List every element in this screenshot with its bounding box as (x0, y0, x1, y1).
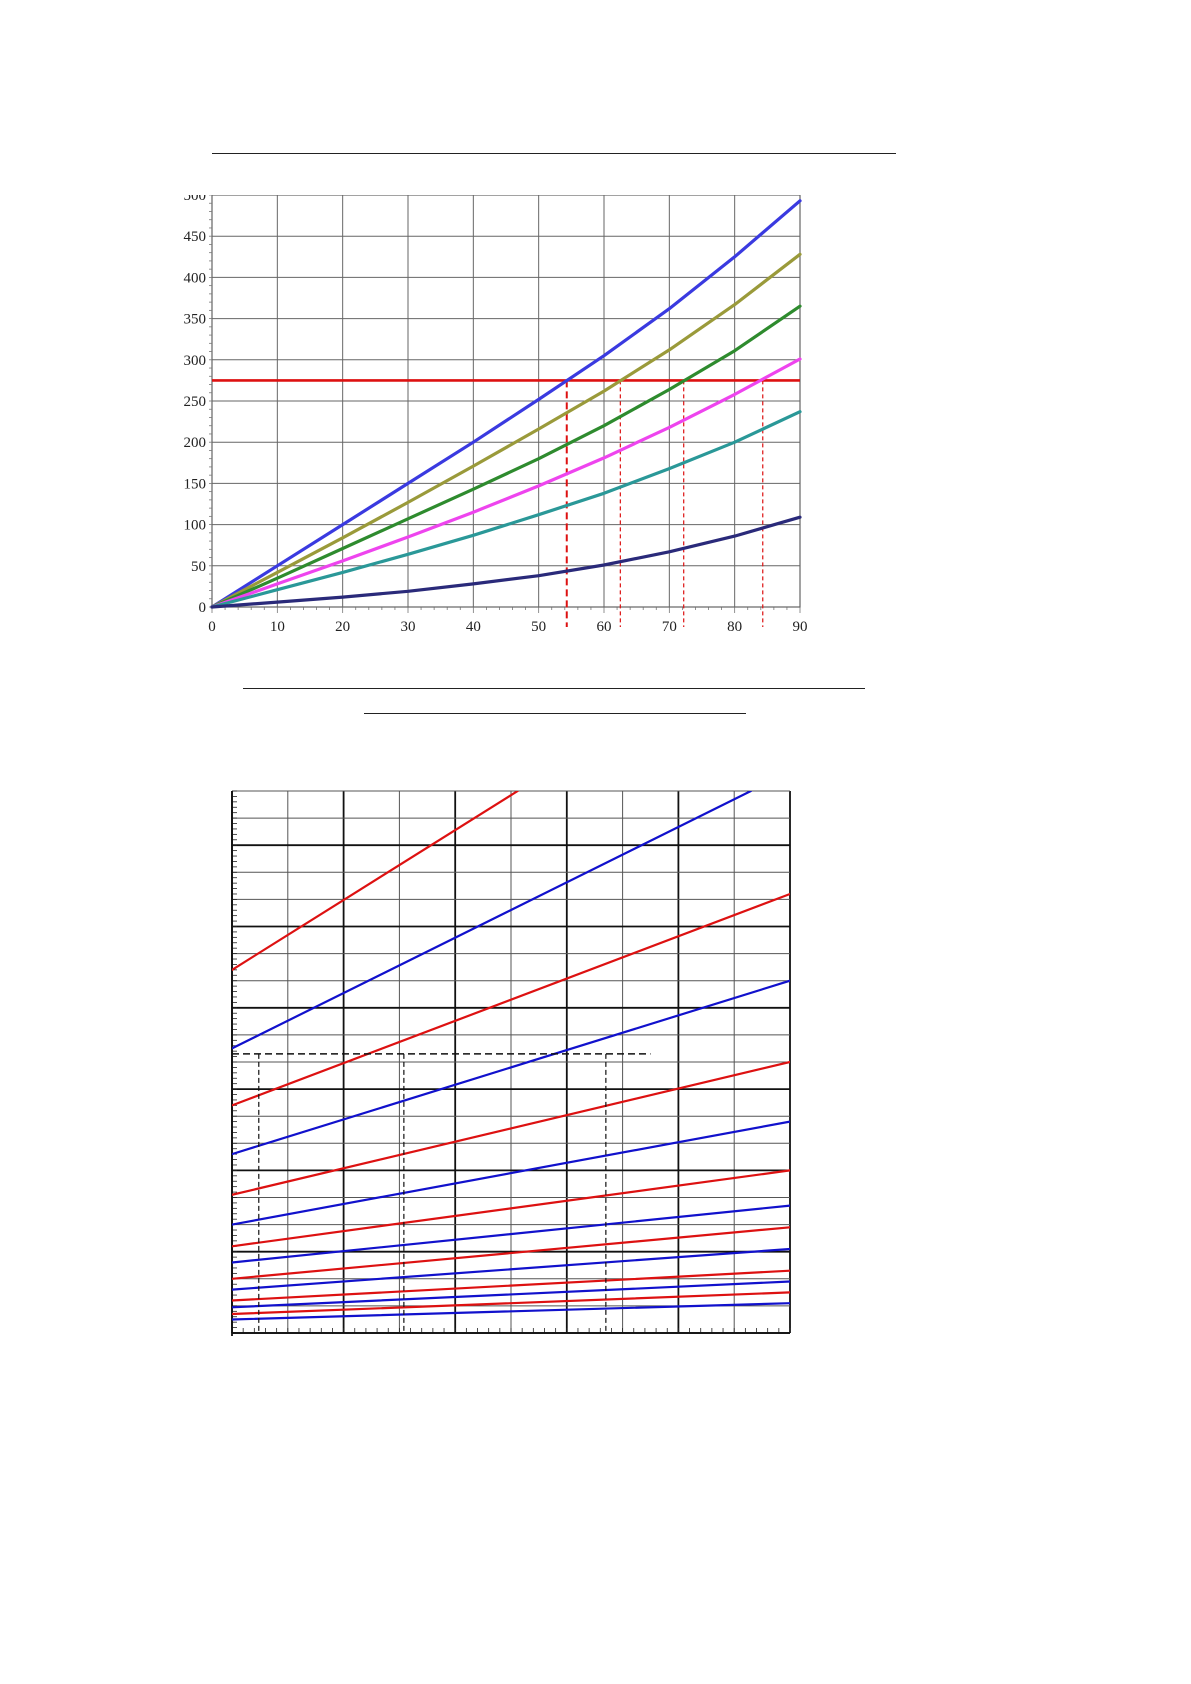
x-tick-label: 40 (466, 619, 481, 635)
series-line-13 (232, 1291, 790, 1316)
y-tick-label: 150 (184, 476, 207, 492)
x-tick-label: 90 (793, 619, 808, 635)
series-line-9 (232, 1226, 790, 1280)
series-line-8 (232, 1204, 790, 1264)
y-tick-label: 50 (191, 559, 206, 575)
series-line-1 (210, 199, 802, 609)
series-line-4 (232, 979, 790, 1156)
bottom-line-chart (231, 790, 791, 1336)
y-tick-label: 300 (184, 353, 207, 369)
series-line-10 (232, 1247, 790, 1291)
y-tick-label: 100 (184, 518, 207, 534)
series-line-5 (232, 1060, 790, 1196)
x-tick-label: 30 (401, 619, 416, 635)
y-tick-label: 450 (184, 229, 207, 245)
y-tick-label: 400 (184, 270, 207, 286)
y-tick-label: 250 (184, 394, 207, 410)
middle-divider-line (243, 688, 865, 689)
y-tick-label: 0 (199, 600, 207, 616)
x-tick-label: 60 (597, 619, 612, 635)
series-line-4 (210, 357, 802, 609)
x-tick-label: 10 (270, 619, 285, 635)
top-line-chart: 0 10 20 30 40 50 60 70 80 90 0 50 100 150 200 250 300 350… (184, 195, 808, 635)
series-line-7 (232, 1169, 790, 1248)
series-line-3 (232, 892, 790, 1107)
y-tick-label: 500 (184, 195, 207, 204)
series-line-1 (232, 791, 519, 971)
x-tick-label: 50 (531, 619, 546, 635)
series-line-2 (210, 252, 802, 609)
series-line-14 (232, 1302, 790, 1321)
series-line-2 (232, 791, 753, 1050)
subtitle-underline (364, 713, 746, 714)
series-line-5 (210, 410, 802, 609)
x-tick-label: 20 (335, 619, 350, 635)
x-tick-label: 80 (727, 619, 742, 635)
series-group (232, 791, 790, 1321)
series-line-11 (232, 1269, 790, 1302)
series-line-3 (210, 304, 802, 609)
series-line-6 (232, 1120, 790, 1226)
top-divider-line (212, 153, 896, 154)
series-line-6 (210, 515, 802, 609)
x-tick-label: 70 (662, 619, 677, 635)
series-line-12 (232, 1280, 790, 1309)
x-tick-label: 0 (208, 619, 216, 635)
y-tick-label: 200 (184, 435, 207, 451)
y-tick-label: 350 (184, 312, 207, 328)
